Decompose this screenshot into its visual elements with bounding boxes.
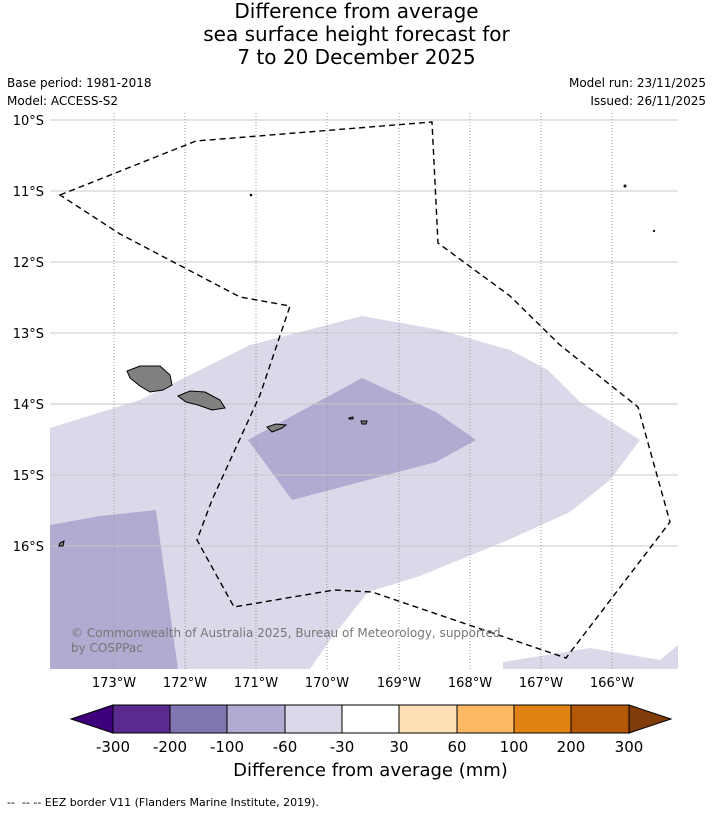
model-run: Model run: 23/11/2025: [568, 76, 706, 90]
island-dot-1: [249, 193, 253, 197]
lat-label: 10°S: [13, 114, 44, 129]
longitude-labels: 173°W 172°W 171°W 170°W 169°W 168°W 167°…: [92, 676, 634, 691]
lon-label: 169°W: [377, 676, 421, 691]
colorbar-swatch: [342, 705, 399, 733]
colorbar-tick-label: 30: [389, 738, 408, 756]
anomaly-region-light-2: [503, 645, 678, 669]
lat-label: 13°S: [13, 327, 44, 342]
copyright-notice: © Commonwealth of Australia 2025, Bureau…: [71, 626, 501, 655]
base-period: Base period: 1981-2018: [7, 76, 152, 90]
eez-legend-text: -- EEZ border V11 (Flanders Marine Insti…: [33, 796, 319, 809]
colorbar-swatch: [571, 705, 629, 733]
lon-label: 171°W: [234, 676, 278, 691]
colorbar-tick-label: 300: [615, 738, 644, 756]
lat-label: 16°S: [13, 540, 44, 555]
issued-date: Issued: 26/11/2025: [590, 94, 706, 108]
meta-right: Model run: 23/11/2025 Issued: 26/11/2025: [569, 74, 706, 110]
lon-label: 168°W: [448, 676, 492, 691]
colorbar-tick-label: 200: [557, 738, 586, 756]
colorbar-tick-label: -100: [210, 738, 244, 756]
colorbar-swatch: [514, 705, 571, 733]
colorbar-swatch: [170, 705, 227, 733]
lon-label: 173°W: [92, 676, 136, 691]
island-manua-1: [348, 416, 354, 420]
colorbar-tick-label: 100: [500, 738, 529, 756]
meta-left: Base period: 1981-2018 Model: ACCESS-S2: [7, 74, 152, 110]
colorbar-tick-label: -300: [96, 738, 130, 756]
colorbar-swatch: [457, 705, 514, 733]
latitude-labels: 10°S 11°S 12°S 13°S 14°S 15°S 16°S: [13, 114, 44, 555]
colorbar-frame: [112, 704, 630, 734]
island-small-west: [58, 540, 65, 547]
lat-label: 12°S: [13, 256, 44, 271]
map-title: Difference from average sea surface heig…: [0, 0, 713, 69]
island-savaii: [126, 365, 173, 393]
colorbar-title: Difference from average (mm): [233, 760, 508, 781]
colorbar-swatch: [227, 705, 285, 733]
title-line-1: Difference from average: [234, 0, 479, 23]
grid-lat: [50, 119, 678, 547]
island-manua-2: [360, 420, 368, 425]
anomaly-region-medium-2: [50, 510, 178, 669]
title-line-2: sea surface height forecast for: [203, 22, 510, 46]
anomaly-region-medium: [248, 378, 476, 500]
colorbar-swatch: [285, 705, 342, 733]
island-dot-2: [623, 184, 627, 188]
colorbar: -300 -200 -100 -60 -30 30 60 100 200 300: [69, 704, 673, 756]
colorbar-tick-label: -30: [330, 738, 355, 756]
eez-legend-dash: -- --: [7, 796, 34, 809]
model-name: Model: ACCESS-S2: [7, 94, 119, 108]
colorbar-tick-label: -200: [153, 738, 187, 756]
colorbar-swatch: [399, 705, 457, 733]
lat-label: 14°S: [13, 398, 44, 413]
islands: [58, 184, 656, 547]
lon-label: 172°W: [163, 676, 207, 691]
lon-label: 170°W: [305, 676, 349, 691]
lat-label: 11°S: [13, 185, 44, 200]
island-upolu: [177, 390, 226, 411]
colorbar-tick-label: -60: [273, 738, 298, 756]
lon-label: 166°W: [590, 676, 634, 691]
island-dot-3: [652, 229, 656, 233]
colorbar-high-arrow: [628, 704, 673, 734]
eez-border: [58, 121, 671, 659]
colorbar-tick-label: 60: [447, 738, 466, 756]
lat-label: 15°S: [13, 469, 44, 484]
colorbar-swatch: [113, 705, 170, 733]
map-plot-area: [50, 113, 678, 669]
title-line-3: 7 to 20 December 2025: [237, 45, 476, 69]
eez-legend: -- -- -- EEZ border V11 (Flanders Marine…: [7, 796, 319, 809]
lon-label: 167°W: [519, 676, 563, 691]
colorbar-low-arrow: [69, 704, 114, 734]
island-tutuila: [266, 423, 288, 433]
